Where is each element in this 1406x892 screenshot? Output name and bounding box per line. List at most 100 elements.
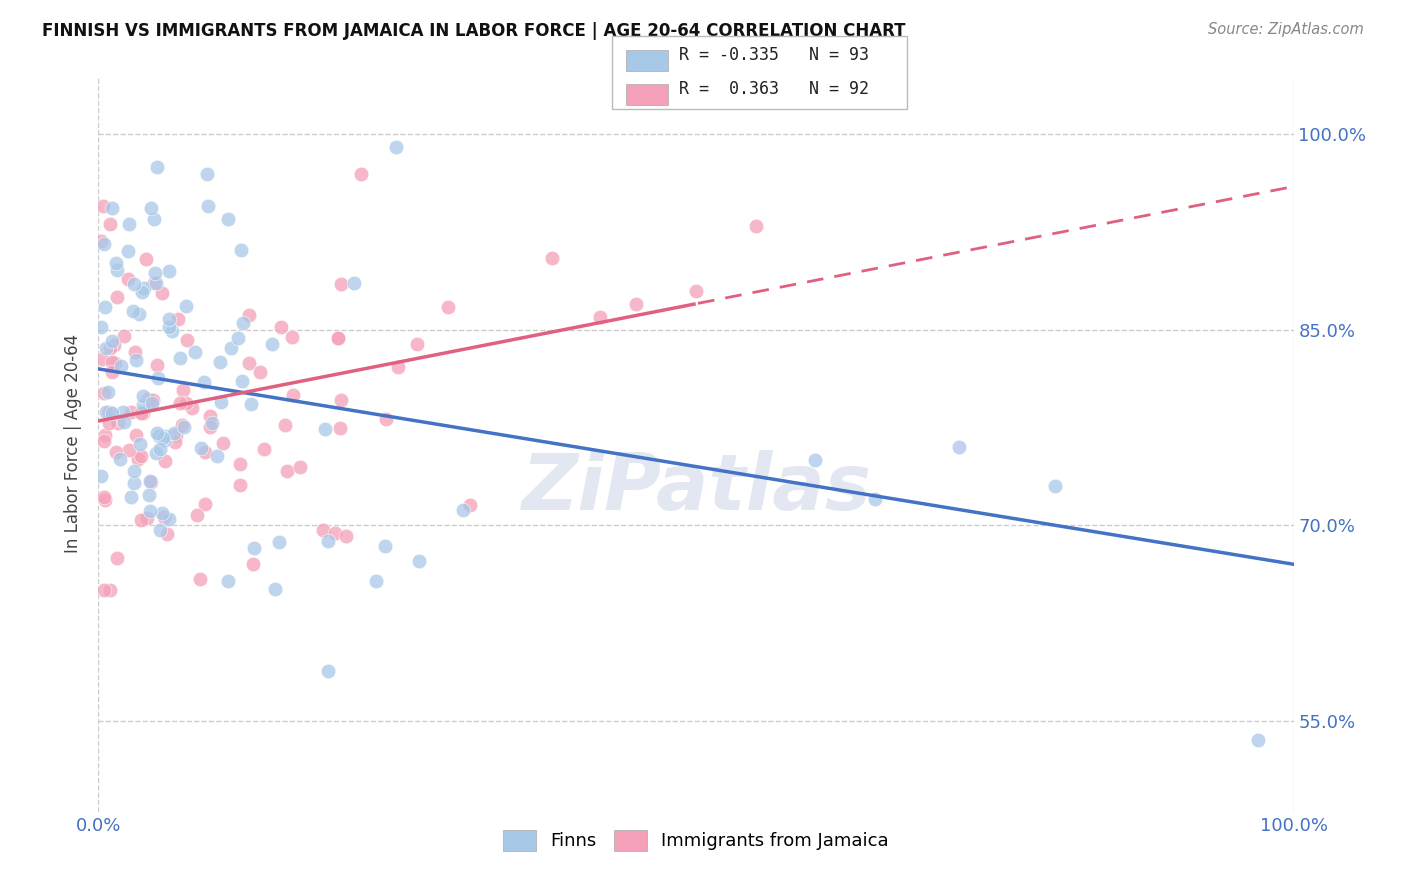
Point: [142, 392, 165, 407]
Point: [110, 359, 132, 373]
Point: [138, 474, 160, 488]
Point: [326, 331, 349, 345]
Point: [152, 431, 174, 445]
Point: [176, 333, 198, 347]
Point: [156, 527, 179, 541]
Point: [263, 582, 285, 596]
Point: [94, 493, 117, 508]
Point: [129, 513, 152, 527]
Point: [141, 475, 163, 490]
Point: [122, 465, 145, 479]
Point: [163, 425, 186, 440]
Point: [131, 389, 153, 403]
Point: [232, 316, 254, 330]
Point: [364, 574, 387, 589]
Point: [194, 444, 217, 458]
Point: [124, 344, 146, 359]
Point: [172, 383, 194, 397]
Point: [120, 490, 142, 504]
Point: [112, 328, 135, 343]
Point: [197, 199, 219, 213]
Point: [540, 252, 562, 266]
Point: [101, 406, 124, 420]
Point: [146, 425, 169, 440]
Point: [180, 401, 202, 415]
Point: [437, 300, 460, 314]
Point: [153, 454, 176, 468]
Point: [118, 443, 141, 458]
Point: [94, 427, 117, 442]
Text: Source: ZipAtlas.com: Source: ZipAtlas.com: [1208, 22, 1364, 37]
Point: [174, 395, 197, 409]
Point: [387, 360, 409, 375]
Point: [103, 338, 125, 352]
Point: [94, 301, 117, 315]
Point: [330, 392, 353, 407]
Point: [129, 450, 152, 464]
Point: [93, 434, 115, 448]
Point: [312, 523, 335, 537]
Point: [229, 243, 252, 257]
Point: [188, 572, 211, 586]
Point: [93, 490, 115, 504]
Point: [329, 421, 352, 435]
Point: [149, 524, 172, 538]
Point: [104, 356, 127, 370]
Text: R = -0.335   N = 93: R = -0.335 N = 93: [679, 46, 869, 64]
Point: [267, 534, 290, 549]
Point: [105, 551, 128, 566]
Point: [316, 534, 339, 549]
Point: [1043, 479, 1066, 493]
Point: [98, 583, 121, 598]
Text: ZiPatlas: ZiPatlas: [522, 450, 870, 526]
Point: [239, 397, 262, 411]
Point: [118, 217, 141, 231]
Point: [90, 468, 112, 483]
Point: [804, 453, 827, 467]
Point: [135, 252, 157, 267]
Point: [112, 404, 135, 418]
Point: [94, 404, 117, 418]
Point: [453, 503, 475, 517]
Point: [91, 199, 114, 213]
Point: [145, 445, 167, 459]
Point: [141, 396, 163, 410]
Point: [157, 320, 180, 334]
Point: [131, 406, 153, 420]
Point: [163, 434, 186, 449]
Point: [198, 420, 221, 434]
Point: [157, 263, 180, 277]
Point: [122, 277, 145, 291]
Point: [626, 297, 648, 311]
Point: [127, 451, 149, 466]
Point: [131, 285, 153, 300]
Point: [174, 299, 197, 313]
Point: [211, 435, 233, 450]
Point: [136, 392, 159, 407]
Point: [132, 398, 155, 412]
Point: [97, 405, 120, 419]
Point: [186, 508, 208, 523]
Point: [142, 212, 165, 227]
Point: [153, 510, 176, 524]
Point: [91, 352, 114, 367]
Point: [117, 244, 139, 258]
Point: [120, 405, 142, 419]
Point: [159, 512, 181, 526]
Point: [107, 262, 129, 277]
Point: [97, 385, 120, 400]
Point: [139, 201, 162, 215]
Point: [229, 457, 252, 471]
Point: [100, 355, 122, 369]
Point: [243, 541, 266, 555]
Point: [112, 415, 135, 429]
Point: [143, 266, 166, 280]
Point: [138, 504, 160, 518]
Point: [458, 498, 481, 512]
Point: [238, 356, 260, 370]
Point: [198, 409, 221, 423]
Point: [316, 665, 339, 679]
Point: [406, 337, 429, 351]
Point: [101, 202, 124, 216]
Point: [153, 434, 176, 448]
